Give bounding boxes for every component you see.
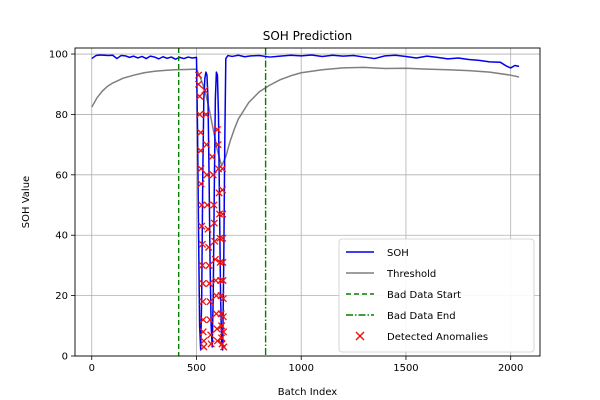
anomaly-marker xyxy=(205,261,213,270)
anomaly-marker xyxy=(195,110,204,119)
anomaly-marker xyxy=(216,258,224,267)
anomaly-marker xyxy=(202,110,210,119)
anomaly-marker xyxy=(203,201,212,209)
y-tick-label: 80 xyxy=(55,110,68,121)
anomaly-marker xyxy=(202,140,211,149)
y-tick-label: 0 xyxy=(62,352,68,363)
x-tick-label: 1500 xyxy=(393,363,418,374)
legend-threshold-label: Threshold xyxy=(386,269,436,280)
anomaly-marker xyxy=(214,140,222,149)
chart-title: SOH Prediction xyxy=(263,29,353,43)
anomaly-marker xyxy=(206,297,214,306)
plot-area xyxy=(91,48,520,356)
anomaly-marker xyxy=(194,80,203,88)
y-tick-label: 20 xyxy=(55,291,68,302)
anomaly-marker xyxy=(218,165,227,173)
anomaly-marker xyxy=(201,86,209,94)
anomaly-marker xyxy=(197,165,205,173)
anomaly-marker xyxy=(200,337,208,345)
y-tick-label: 60 xyxy=(55,170,68,181)
legend-anomaly-marker xyxy=(355,331,365,341)
anomaly-marker xyxy=(197,147,205,155)
anomaly-marker xyxy=(198,261,207,270)
y-tick-label: 100 xyxy=(49,50,68,61)
anomaly-marker xyxy=(218,186,227,194)
x-axis-label: Batch Index xyxy=(278,387,338,398)
anomaly-marker xyxy=(210,201,218,209)
anomaly-marker xyxy=(219,328,228,336)
anomaly-marker xyxy=(198,201,206,209)
grid xyxy=(75,48,540,357)
x-tick-label: 2000 xyxy=(498,363,523,374)
anomaly-marker xyxy=(216,276,225,285)
anomaly-marker xyxy=(219,210,227,218)
anomaly-marker xyxy=(199,316,207,324)
anomaly-marker xyxy=(219,258,227,267)
x-tick-label: 0 xyxy=(89,363,95,374)
y-axis-label: SOH Value xyxy=(21,176,32,228)
legend-box xyxy=(338,238,535,353)
axes-frame xyxy=(74,47,541,357)
anomaly-marker xyxy=(213,125,222,134)
anomaly-marker xyxy=(198,240,207,248)
anomaly-marker xyxy=(219,276,227,285)
anomaly-marker xyxy=(203,171,211,179)
x-tick-label: 1000 xyxy=(288,363,313,374)
anomaly-marker xyxy=(204,243,213,251)
legend-soh-label: SOH xyxy=(387,248,409,259)
axis-ticks: 0 500 1000 1500 2000 0 20 40 60 80 100 xyxy=(49,50,523,374)
soh-line xyxy=(91,54,520,351)
anomaly-marker xyxy=(219,313,227,321)
anomaly-marker xyxy=(206,316,214,324)
plot-contents xyxy=(91,48,520,356)
anomaly-marker xyxy=(217,322,226,330)
anomaly-marker xyxy=(217,334,226,342)
anomaly-marker xyxy=(207,340,215,348)
anomaly-marker xyxy=(199,279,207,288)
anomaly-marker xyxy=(211,255,219,264)
anomaly-marker xyxy=(199,328,207,336)
legend-bad-end-label: Bad Data End xyxy=(387,311,456,322)
anomaly-marker xyxy=(199,297,207,306)
y-tick-label: 40 xyxy=(55,231,68,242)
anomaly-marker xyxy=(197,128,205,137)
anomaly-marker xyxy=(207,331,215,339)
legend-anomaly-label: Detected Anomalies xyxy=(387,332,488,343)
anomaly-marker xyxy=(205,279,214,288)
anomaly-marker xyxy=(211,237,219,245)
threshold-line xyxy=(91,66,520,167)
x-tick-label: 500 xyxy=(187,363,206,374)
legend-bad-start-label: Bad Data Start xyxy=(387,290,461,301)
anomaly-marker xyxy=(204,225,212,233)
anomaly-marker xyxy=(209,171,217,179)
anomaly-marker xyxy=(219,294,227,303)
anomaly-marker xyxy=(195,92,204,100)
anomaly-marker xyxy=(216,234,224,242)
anomaly-marker xyxy=(194,71,203,79)
anomaly-marker xyxy=(197,180,205,188)
anomaly-marker xyxy=(198,222,206,230)
legend: SOH Threshold Bad Data Start Bad Data En… xyxy=(338,238,535,353)
anomaly-marker xyxy=(200,343,208,351)
anomaly-marker xyxy=(213,325,221,333)
anomaly-marker xyxy=(219,234,227,242)
anomaly-marker xyxy=(220,343,228,351)
anomaly-marker xyxy=(215,210,224,218)
anomaly-marker xyxy=(210,219,218,227)
anomaly-marker xyxy=(208,153,216,161)
anomaly-marker xyxy=(213,337,222,345)
